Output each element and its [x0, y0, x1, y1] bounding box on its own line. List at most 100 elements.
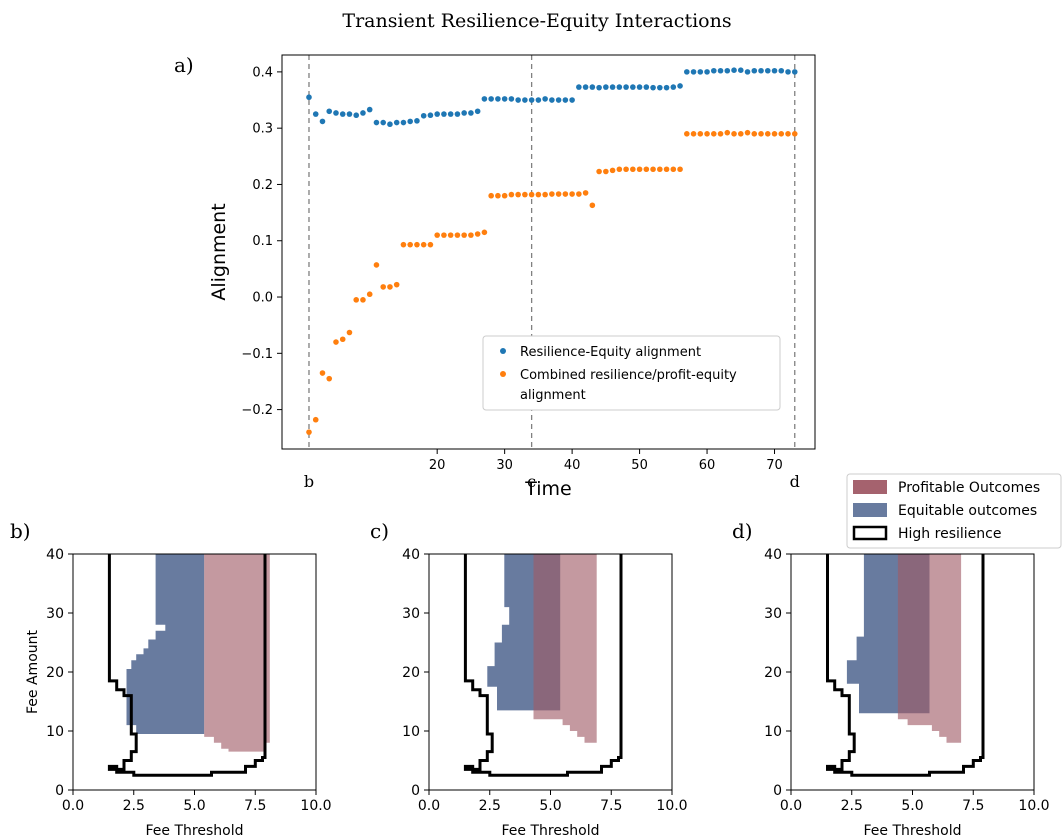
x-tick-label: 5.0 — [539, 798, 561, 814]
x-axis-label: Fee Threshold — [864, 823, 962, 839]
data-point-series-2 — [441, 232, 447, 238]
legend-label-series-2-line-1: Combined resilience/profit-equity — [520, 368, 737, 383]
data-point-series-2 — [663, 166, 670, 173]
data-point-series-2 — [508, 191, 515, 198]
x-tick-label: 0.0 — [418, 798, 440, 814]
data-point-series-2 — [643, 166, 650, 173]
data-point-series-2 — [677, 166, 683, 173]
data-point-series-1 — [319, 118, 326, 125]
data-point-series-2 — [791, 131, 798, 137]
data-point-series-1 — [312, 111, 319, 117]
y-tick-label: 20 — [764, 665, 782, 681]
profitable-region — [204, 554, 270, 752]
data-point-series-1 — [778, 67, 785, 74]
x-tick-label: 10.0 — [656, 798, 687, 814]
region-legend-label-2: Equitable outcomes — [898, 503, 1037, 519]
region-legend-label-1: Profitable Outcomes — [898, 480, 1040, 496]
y-tick-label: 10 — [764, 724, 782, 740]
data-point-series-2 — [447, 232, 454, 238]
y-axis-label: Fee Amount — [25, 630, 41, 714]
data-point-series-1 — [380, 119, 387, 126]
data-point-series-1 — [582, 84, 589, 90]
y-tick-label: 0 — [411, 783, 420, 799]
legend-label-series-1: Resilience-Equity alignment — [520, 345, 701, 360]
data-point-series-2 — [373, 262, 380, 268]
data-point-series-2 — [312, 416, 319, 423]
data-point-series-1 — [393, 119, 400, 126]
scatter-plot-a: b c d 20 30 40 50 60 70 −0.2 −0.1 0.0 0.1 0.2 0.3 0.4 Ti… — [208, 54, 816, 500]
data-point-series-2 — [326, 375, 333, 382]
y-tick-label: 30 — [46, 606, 64, 622]
data-point-series-1 — [407, 118, 413, 125]
data-point-series-1 — [704, 69, 710, 75]
data-point-series-1 — [690, 69, 697, 75]
data-point-series-1 — [447, 111, 454, 117]
figure-title: Transient Resilience-Equity Interactions — [342, 10, 731, 32]
data-point-series-1 — [468, 110, 474, 116]
data-point-series-1 — [339, 111, 346, 117]
data-point-series-1 — [420, 112, 427, 119]
data-point-series-2 — [589, 202, 596, 209]
data-point-series-2 — [704, 131, 710, 137]
data-point-series-1 — [346, 111, 353, 117]
data-point-series-1 — [434, 111, 440, 117]
y-tick-label: 40 — [46, 547, 64, 563]
data-point-series-2 — [576, 191, 582, 197]
x-axis-label: Fee Threshold — [146, 823, 244, 839]
data-point-series-2 — [690, 131, 697, 137]
x-tick-label: 10.0 — [1018, 798, 1049, 814]
data-point-series-2 — [522, 191, 528, 198]
y-tick-label: 0.1 — [252, 234, 273, 249]
data-point-series-1 — [387, 121, 393, 128]
data-point-series-2 — [501, 192, 508, 199]
data-point-series-2 — [366, 291, 373, 298]
region-legend-swatch-2 — [853, 503, 887, 517]
x-tick-label: 7.5 — [600, 798, 622, 814]
region-legend-box — [846, 473, 1062, 549]
y-tick-label: −0.2 — [241, 403, 273, 418]
region-legend-label-3: High resilience — [898, 526, 1001, 542]
data-point-series-2 — [569, 191, 575, 197]
data-point-series-1 — [461, 110, 467, 116]
data-point-series-2 — [670, 166, 677, 173]
data-point-series-2 — [488, 192, 494, 199]
data-point-series-2 — [737, 131, 744, 137]
data-point-series-2 — [387, 284, 393, 290]
reference-line-label-b: b — [304, 472, 314, 491]
data-point-series-1 — [522, 97, 528, 103]
data-point-series-2 — [650, 166, 656, 173]
data-point-series-2 — [555, 191, 562, 197]
data-point-series-1 — [481, 96, 488, 102]
data-point-series-2 — [306, 429, 312, 435]
data-point-series-2 — [549, 191, 555, 197]
y-tick-label: 0.0 — [252, 291, 273, 306]
data-point-series-1 — [657, 84, 663, 91]
x-tick-label: 10.0 — [300, 798, 331, 814]
data-point-series-2 — [333, 339, 339, 345]
data-point-series-2 — [481, 229, 488, 236]
data-point-series-1 — [576, 84, 582, 90]
y-tick-label: 0 — [55, 783, 64, 799]
reference-line-label-c: c — [527, 472, 536, 491]
x-axis-label: Fee Threshold — [502, 823, 600, 839]
legend-marker-series-2 — [500, 371, 506, 377]
data-point-series-1 — [508, 96, 515, 102]
x-tick-label: 2.5 — [123, 798, 145, 814]
data-point-series-2 — [346, 329, 353, 336]
y-tick-label: 30 — [764, 606, 782, 622]
region-legend: Profitable Outcomes Equitable outcomes Hig… — [846, 473, 1062, 549]
data-point-series-2 — [535, 191, 542, 198]
data-point-series-1 — [771, 67, 778, 74]
x-tick-label: 2.5 — [479, 798, 501, 814]
data-point-series-2 — [771, 131, 778, 137]
data-point-series-1 — [603, 84, 609, 90]
data-point-series-1 — [326, 108, 333, 115]
data-point-series-1 — [515, 97, 521, 103]
x-tick-label: 20 — [429, 458, 446, 473]
data-point-series-1 — [427, 112, 434, 119]
data-point-series-2 — [616, 166, 623, 173]
data-point-series-1 — [791, 69, 798, 75]
data-point-series-1 — [630, 84, 636, 90]
data-point-series-2 — [461, 232, 467, 238]
data-point-series-2 — [684, 131, 690, 137]
